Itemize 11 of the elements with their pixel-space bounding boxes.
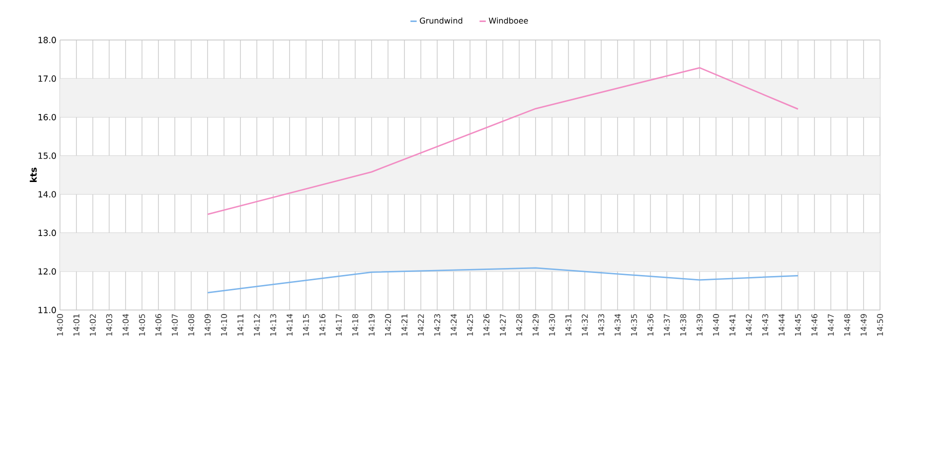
y-tick-label: 13.0 (38, 230, 56, 236)
line-series (206, 267, 799, 294)
y-tick-label: 17.0 (38, 75, 56, 82)
y-tick-label: 12.0 (38, 268, 56, 275)
y-tick-label: 14.0 (38, 191, 56, 198)
y-axis-title: kts (30, 168, 37, 182)
y-tick-label: 11.0 (38, 306, 56, 314)
line-series (206, 67, 799, 216)
y-tick-label: 15.0 (38, 152, 56, 159)
y-tick-label: 18.0 (38, 36, 56, 44)
y-tick-label: 16.0 (38, 114, 56, 120)
